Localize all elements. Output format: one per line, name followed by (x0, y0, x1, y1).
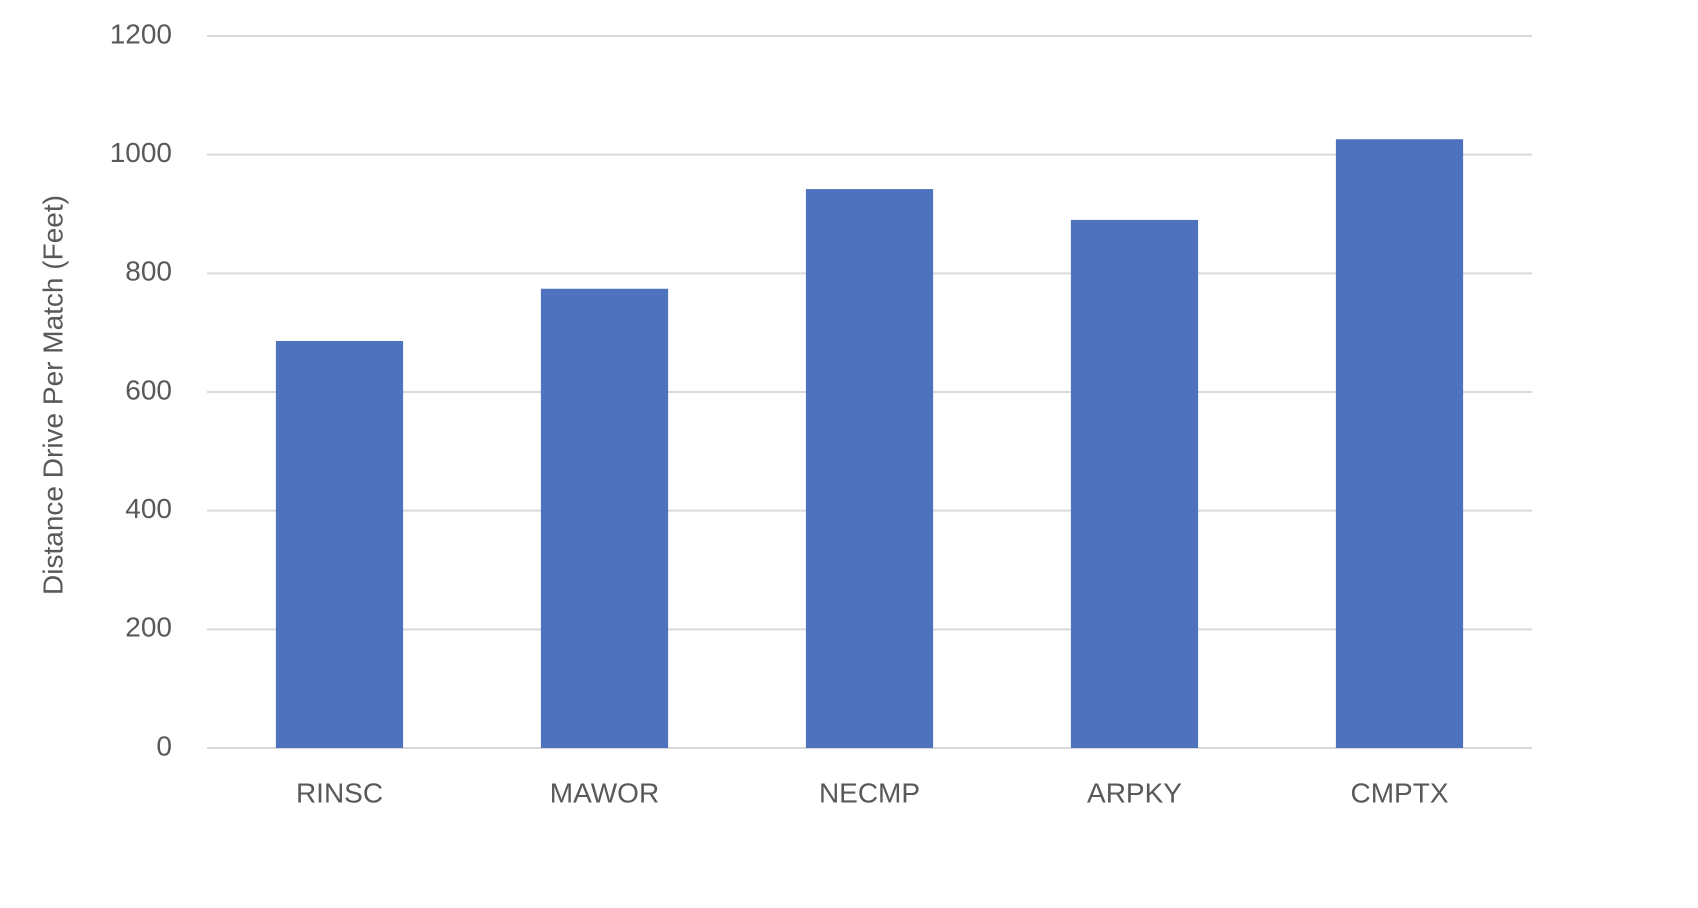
bar (540, 288, 669, 748)
y-tick-label: 0 (156, 730, 172, 761)
x-tick-label: RINSC (296, 777, 383, 808)
x-tick-label: ARPKY (1087, 777, 1182, 808)
y-tick-label: 800 (125, 256, 172, 287)
bar (275, 340, 404, 748)
x-tick-label: CMPTX (1351, 777, 1449, 808)
y-tick-label: 600 (125, 374, 172, 405)
y-tick-label: 200 (125, 612, 172, 643)
x-tick-label: NECMP (819, 777, 920, 808)
bar (805, 189, 934, 748)
bar (1335, 139, 1464, 749)
y-tick-label: 1200 (110, 18, 172, 49)
bar (1070, 219, 1199, 748)
x-tick-label: MAWOR (550, 777, 659, 808)
y-axis-label: Distance Drive Per Match (Feet) (37, 195, 68, 595)
y-tick-label: 1000 (110, 137, 172, 168)
y-tick-label: 400 (125, 493, 172, 524)
